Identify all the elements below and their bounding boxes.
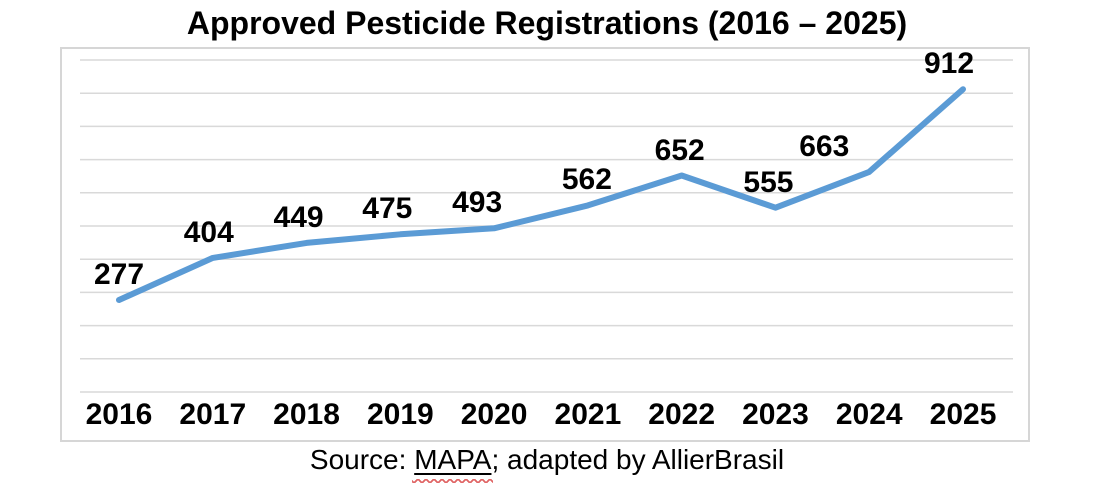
source-suffix: ; adapted by AllierBrasil [491,444,785,475]
chart-border [60,47,1030,442]
gridlines [80,59,1013,393]
source-term-mapa: MAPA [414,444,492,475]
source-caption: Source: MAPA; adapted by AllierBrasil [0,444,1094,476]
data-series-line [116,86,966,303]
chart-title: Approved Pesticide Registrations (2016 –… [186,5,908,41]
source-prefix: Source: [309,444,415,475]
